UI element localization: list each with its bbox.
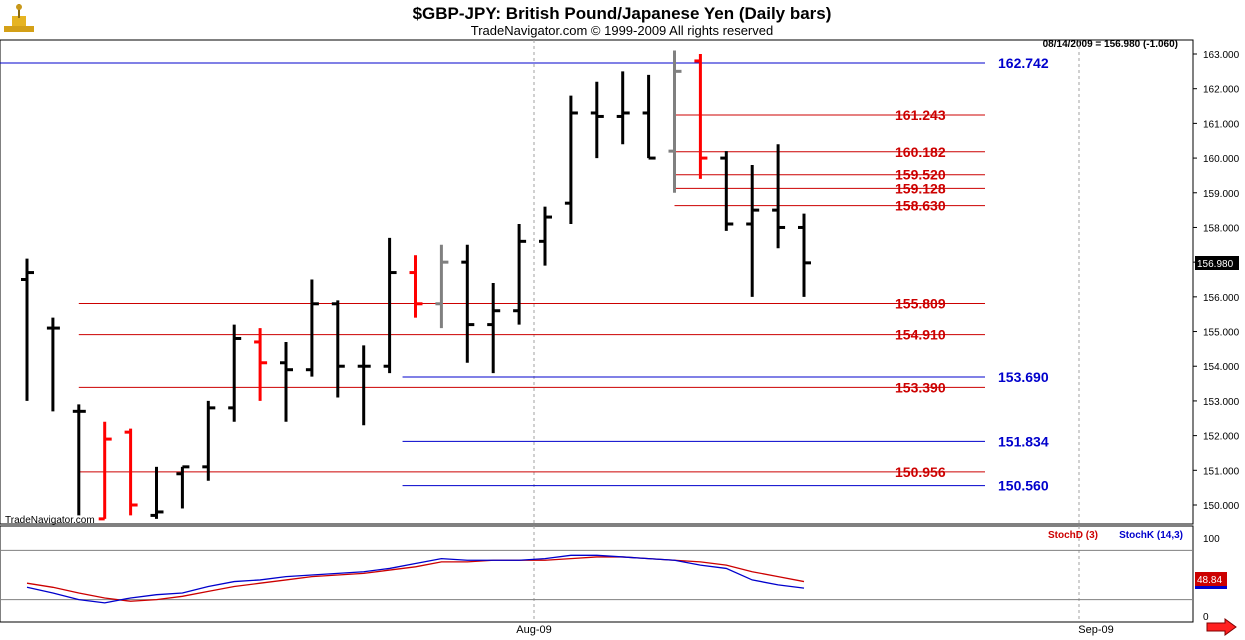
last-price-label: 156.980 [1197, 259, 1234, 270]
level-label: 159.520 [895, 167, 946, 183]
price-tick-label: 160.000 [1203, 154, 1240, 165]
stoch-d-last-marker [1195, 572, 1227, 586]
level-label: 154.910 [895, 327, 946, 343]
price-axis: 150.000 151.000 152.000 153.000 154.000 155.0… [1192, 40, 1240, 524]
price-tick-label: 153.000 [1203, 397, 1240, 408]
legend-stoch-k: StochK (14,3) [1119, 530, 1183, 541]
price-tick-label: 162.000 [1203, 85, 1240, 96]
stoch-k-last-marker [1195, 586, 1227, 589]
price-tick-label: 152.000 [1203, 432, 1240, 443]
trade-navigator-logo-icon [4, 4, 34, 32]
stochastic-lines [0, 549, 1193, 604]
price-tick-label: 161.000 [1203, 119, 1240, 130]
x-label-aug: Aug-09 [516, 624, 551, 636]
level-label: 158.630 [895, 198, 946, 214]
price-bars [21, 50, 811, 521]
price-tick-label: 158.000 [1203, 223, 1240, 234]
level-label: 153.690 [998, 369, 1049, 385]
price-tick-label: 151.000 [1203, 466, 1240, 477]
x-label-sep: Sep-09 [1078, 624, 1113, 636]
price-tick-label: 155.000 [1203, 328, 1240, 339]
price-tick-label: 163.000 [1203, 50, 1240, 61]
price-tick-label: 154.000 [1203, 362, 1240, 373]
chart-title: $GBP-JPY: British Pound/Japanese Yen (Da… [413, 4, 832, 23]
level-label: 150.956 [895, 464, 946, 480]
last-price-marker [1195, 256, 1239, 270]
level-label: 160.182 [895, 144, 946, 160]
level-label: 159.128 [895, 180, 946, 196]
level-label: 151.834 [998, 433, 1049, 449]
stoch-tick-100: 100 [1203, 534, 1220, 545]
legend-stoch-d: StochD (3) [1048, 530, 1098, 541]
stoch-k-line [26, 554, 805, 604]
watermark: TradeNavigator.com [5, 515, 95, 526]
quote-label: 08/14/2009 = 156.980 (-1.060) [1043, 39, 1178, 50]
chart-subtitle: TradeNavigator.com © 1999-2009 All right… [471, 23, 773, 38]
price-tick-label: 156.000 [1203, 293, 1240, 304]
level-label: 155.809 [895, 295, 946, 311]
level-label: 150.560 [998, 478, 1049, 494]
level-label: 153.390 [895, 379, 946, 395]
scroll-right-arrow-icon[interactable] [1206, 618, 1237, 636]
level-label: 161.243 [895, 107, 946, 123]
level-label: 162.742 [998, 55, 1049, 71]
price-tick-label: 159.000 [1203, 189, 1240, 200]
stoch-last-label: 48.84 [1197, 575, 1222, 586]
stochastic-panel [0, 525, 1194, 623]
price-tick-label: 150.000 [1203, 501, 1240, 512]
stoch-tick-0: 0 [1203, 612, 1209, 623]
